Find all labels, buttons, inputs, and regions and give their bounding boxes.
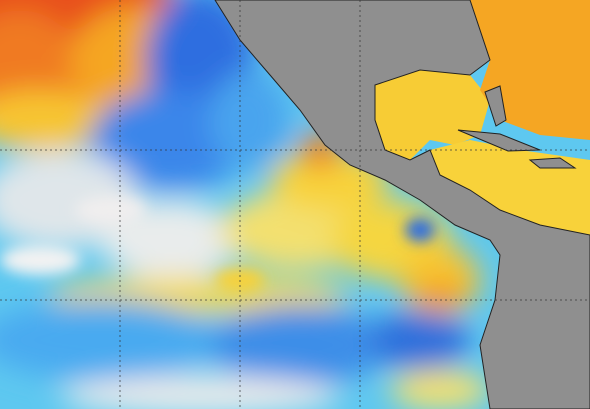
land <box>214 0 590 409</box>
gulf <box>375 70 490 160</box>
